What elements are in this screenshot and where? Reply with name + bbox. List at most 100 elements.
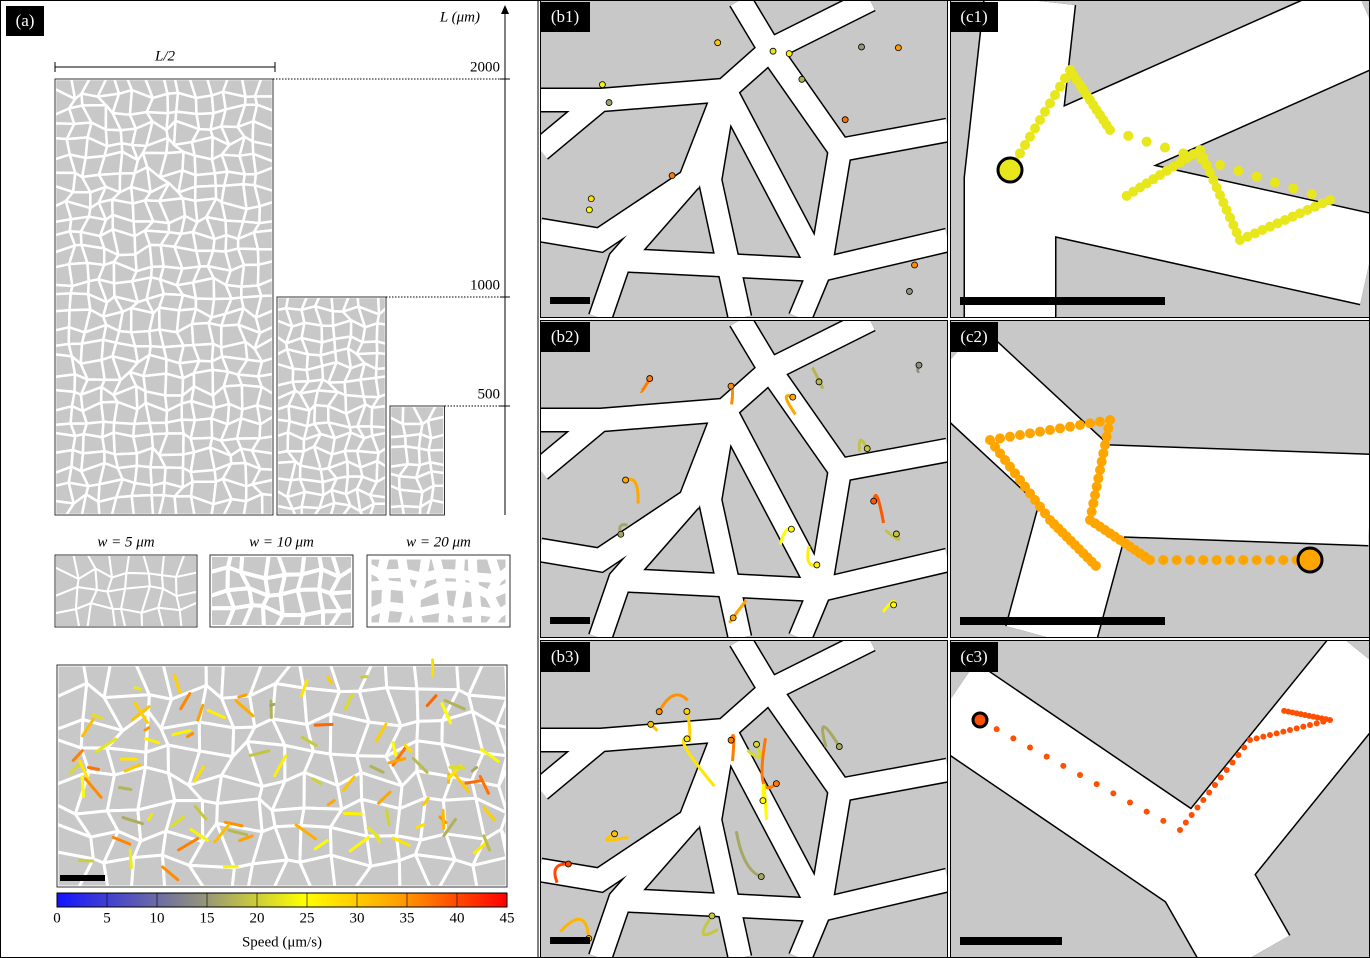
track-dot bbox=[1295, 208, 1305, 219]
track-dot bbox=[1045, 98, 1055, 109]
cell bbox=[53, 292, 72, 313]
track-dot bbox=[1310, 201, 1320, 212]
trajectory bbox=[443, 698, 466, 711]
track-dot bbox=[1300, 723, 1307, 730]
cell-dot bbox=[585, 206, 593, 214]
trajectory bbox=[269, 702, 276, 708]
cell-dot bbox=[870, 497, 878, 505]
cell-dot bbox=[890, 601, 898, 609]
track-dot bbox=[1241, 744, 1248, 751]
cell-dot bbox=[564, 860, 572, 868]
cell-dot bbox=[646, 375, 654, 382]
track-dot bbox=[1270, 177, 1280, 188]
cell-marker bbox=[1296, 546, 1324, 574]
panel-c bbox=[950, 640, 1370, 958]
trajectory bbox=[117, 785, 133, 791]
track-dot bbox=[1251, 555, 1262, 565]
colorbar bbox=[56, 892, 508, 908]
track-dot bbox=[1030, 123, 1040, 134]
cell-dot bbox=[727, 382, 735, 390]
track-dot bbox=[1287, 211, 1298, 222]
trajectory bbox=[86, 765, 101, 771]
trajectory bbox=[234, 699, 255, 718]
cell bbox=[130, 493, 155, 517]
track-dot bbox=[993, 726, 1000, 733]
axis-arrow bbox=[501, 5, 509, 14]
cell-dot bbox=[772, 780, 780, 788]
colorbar-tick-label: 0 bbox=[53, 910, 61, 926]
track-dot bbox=[1250, 228, 1260, 239]
cell bbox=[53, 404, 74, 427]
track-dot bbox=[1293, 725, 1300, 732]
trajectory bbox=[343, 693, 354, 711]
scale-bar bbox=[960, 297, 1165, 305]
cell bbox=[260, 492, 275, 517]
cell-dot bbox=[714, 39, 722, 47]
panel-b bbox=[540, 640, 948, 958]
trajectory bbox=[313, 839, 329, 851]
track-dot bbox=[1280, 728, 1287, 735]
trajectory bbox=[177, 837, 200, 852]
track-dot bbox=[1050, 90, 1060, 100]
trajectory bbox=[170, 815, 185, 828]
track-dot bbox=[1225, 212, 1235, 223]
trajectory bbox=[294, 823, 318, 841]
channel bbox=[1160, 847, 1290, 958]
cell-dot bbox=[622, 476, 629, 484]
track-dot bbox=[1045, 425, 1055, 435]
track bbox=[761, 783, 768, 820]
track-dot bbox=[1055, 81, 1065, 92]
trajectory bbox=[71, 749, 84, 762]
track-dot bbox=[1260, 733, 1267, 740]
cell-dot bbox=[915, 361, 923, 369]
trajectory bbox=[161, 865, 180, 882]
panel-label-bg bbox=[540, 642, 590, 672]
cell-dot bbox=[789, 393, 797, 401]
track-dot bbox=[1177, 827, 1183, 833]
trajectory bbox=[422, 796, 430, 806]
trajectory bbox=[185, 731, 195, 739]
trajectory bbox=[425, 694, 438, 708]
trajectory bbox=[94, 737, 118, 754]
track-dot bbox=[1281, 707, 1288, 714]
cell-dot bbox=[655, 708, 663, 716]
track-dot bbox=[1215, 190, 1225, 200]
cell bbox=[157, 606, 183, 628]
track-dot bbox=[1212, 782, 1218, 788]
track-dot bbox=[1211, 555, 1222, 565]
trajectory bbox=[374, 722, 388, 743]
trajectory bbox=[387, 757, 407, 765]
cell-dot bbox=[611, 830, 618, 838]
trajectory bbox=[193, 765, 205, 783]
track-dot bbox=[1208, 175, 1219, 185]
trajectory bbox=[311, 777, 323, 786]
track-dot bbox=[1206, 789, 1213, 796]
channel bbox=[991, 0, 1370, 222]
cell-dot bbox=[598, 81, 606, 88]
colorbar-tick-label: 20 bbox=[250, 910, 265, 926]
colorbar-tick-label: 40 bbox=[450, 910, 465, 926]
track-dot bbox=[1085, 418, 1095, 429]
cell bbox=[383, 663, 419, 691]
cell-dot bbox=[835, 743, 843, 750]
track bbox=[821, 725, 841, 748]
trajectory bbox=[206, 708, 226, 720]
trajectory bbox=[391, 836, 411, 847]
colorbar-tick-label: 25 bbox=[300, 910, 315, 926]
track-dot bbox=[1188, 812, 1195, 818]
cell-dot bbox=[863, 445, 871, 452]
trajectory bbox=[470, 765, 479, 773]
panel-c bbox=[950, 0, 1370, 318]
cell-dot bbox=[587, 195, 595, 203]
scale-bar bbox=[60, 875, 105, 881]
cell bbox=[430, 470, 446, 488]
track-dot bbox=[1127, 799, 1133, 806]
cell bbox=[163, 372, 185, 397]
track-dot bbox=[1105, 415, 1115, 425]
trajectory bbox=[472, 840, 489, 855]
trajectory bbox=[128, 848, 133, 869]
track-dot bbox=[1211, 182, 1222, 193]
trajectory bbox=[196, 703, 205, 722]
track-dot bbox=[1158, 555, 1169, 565]
